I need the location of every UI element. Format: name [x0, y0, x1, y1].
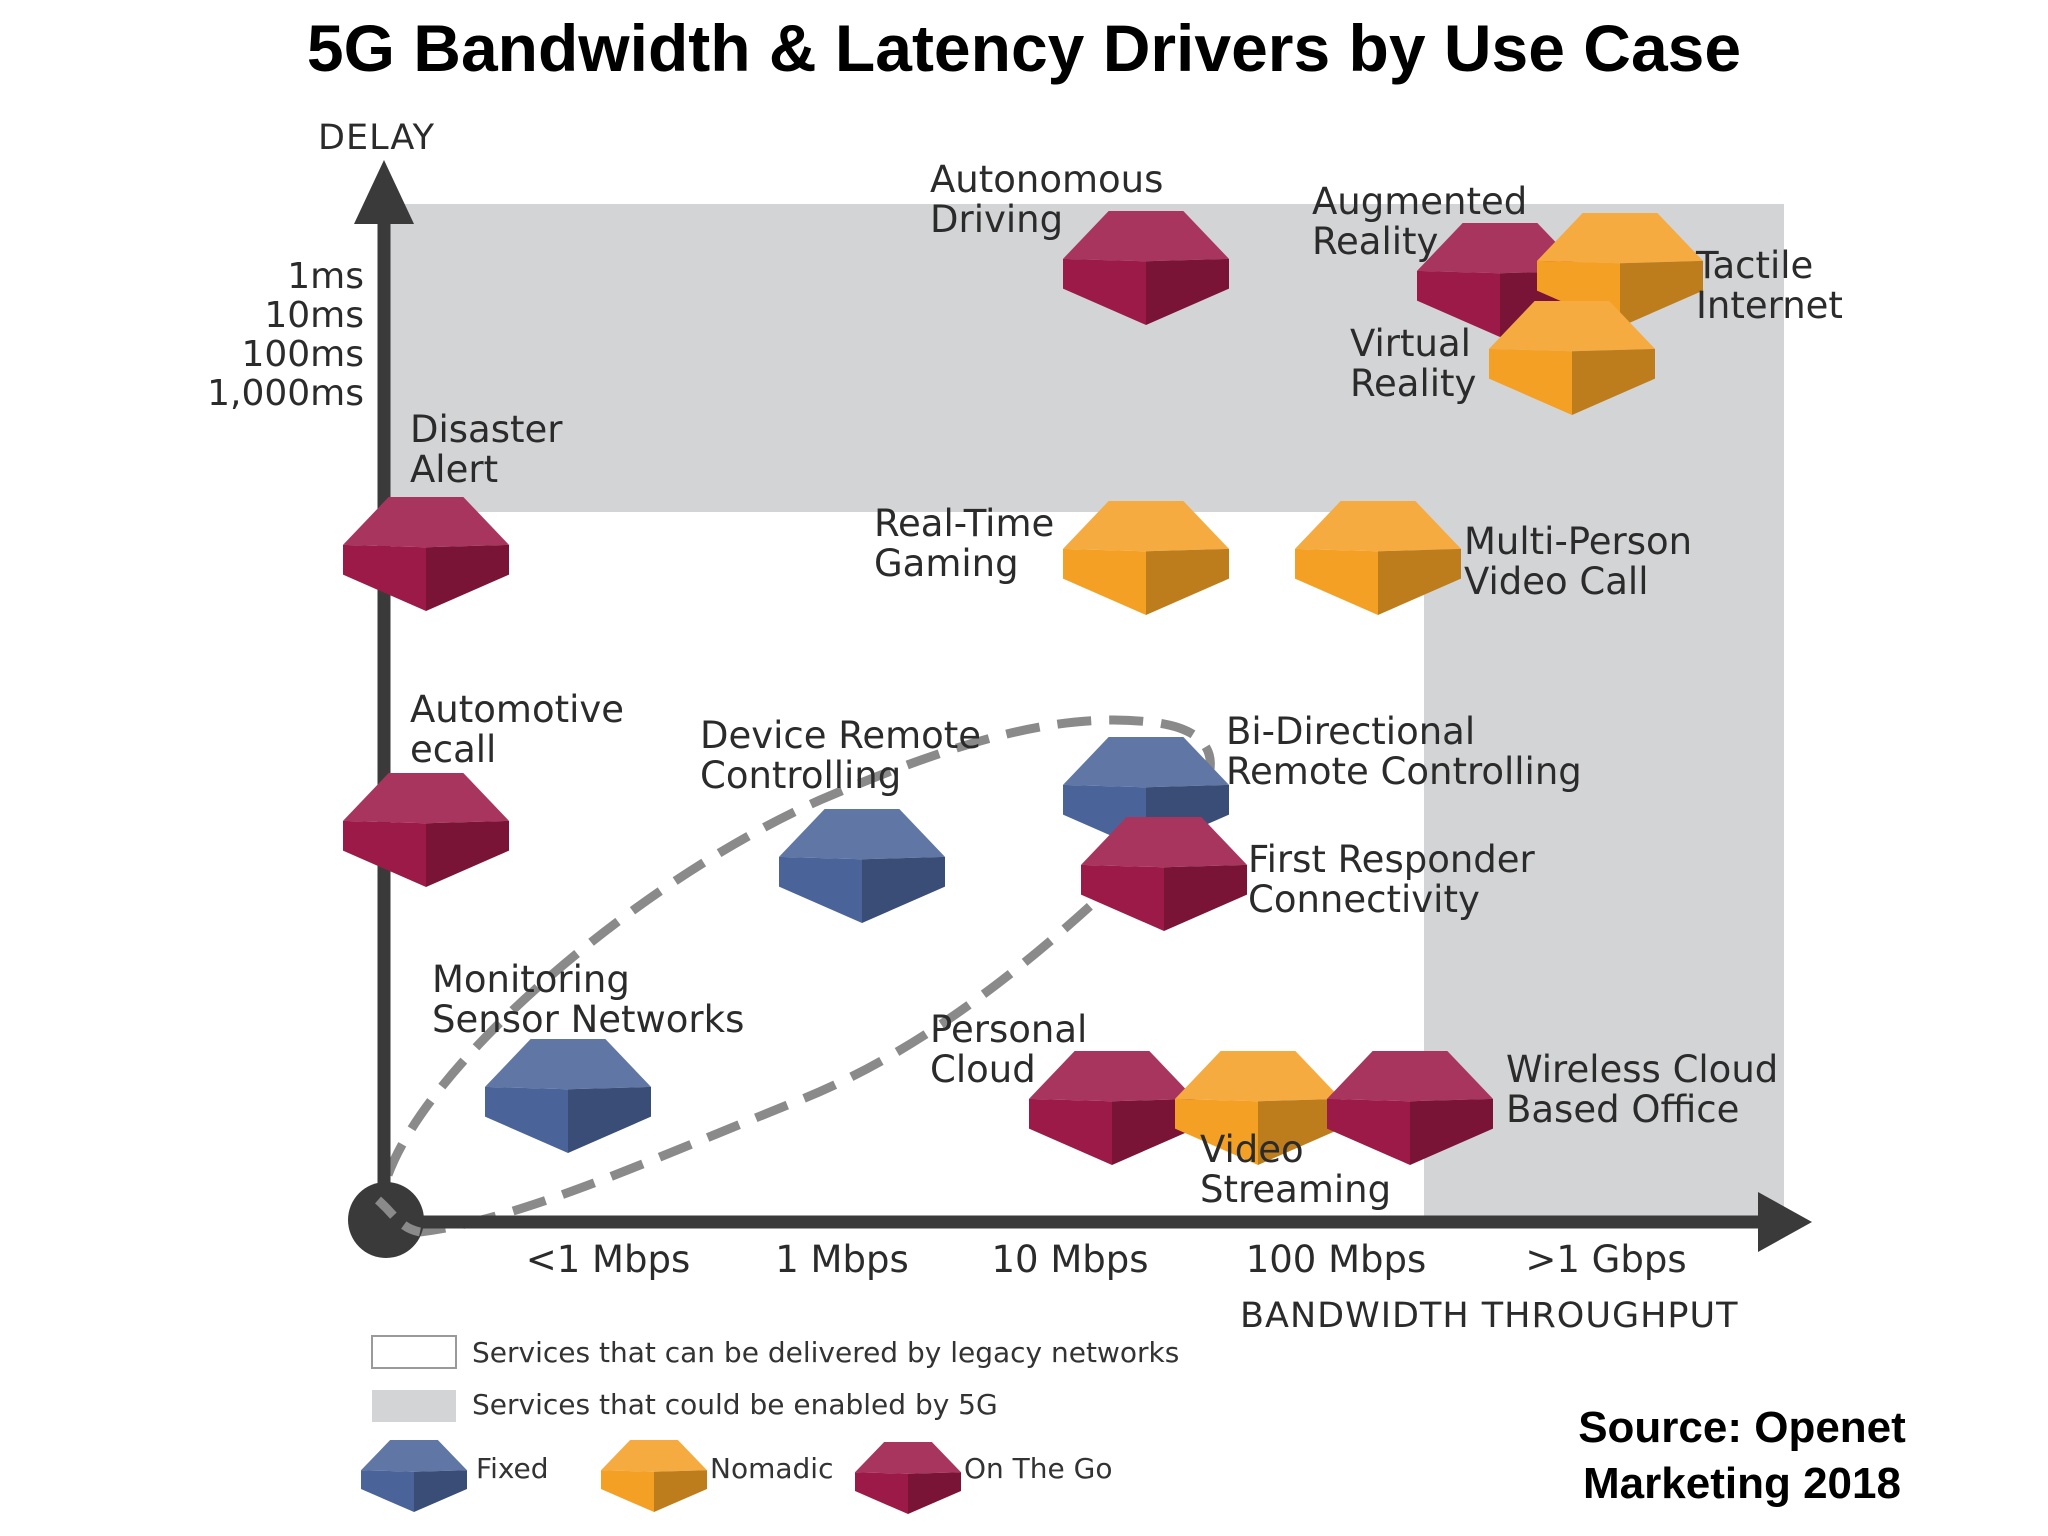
marker-real-time-gaming: [1063, 501, 1229, 615]
y-tick-1ms: 1ms: [287, 256, 364, 297]
marker-automotive-ecall: [343, 773, 509, 887]
label-monitoring-sensor-networks: Monitoring Sensor Networks: [432, 958, 745, 1041]
label-disaster-alert: Disaster Alert: [410, 408, 563, 491]
legend-enabled-5g-text: Services that could be enabled by 5G: [472, 1388, 998, 1421]
marker-personal-cloud: [1029, 1051, 1195, 1165]
x-tick-10mbps: 10 Mbps: [991, 1238, 1149, 1281]
label-multi-person-video-call: Multi-Person Video Call: [1464, 520, 1693, 603]
y-tick-100ms: 100ms: [241, 334, 364, 375]
x-tick-100mbps: 100 Mbps: [1245, 1238, 1427, 1281]
marker-monitoring-sensor-networks: [485, 1039, 651, 1153]
label-first-responder-connectivity: First Responder Connectivity: [1248, 838, 1535, 921]
marker-multi-person-video-call: [1295, 501, 1461, 615]
legacy-boundary-dashed-origin: [374, 1196, 422, 1237]
label-autonomous-driving: Autonomous Driving: [930, 158, 1164, 241]
legend-on-the-go-text: On The Go: [964, 1452, 1113, 1485]
marker-autonomous-driving: [1063, 211, 1229, 325]
chart-title: 5G Bandwidth & Latency Drivers by Use Ca…: [306, 11, 1742, 85]
y-tick-10ms: 10ms: [264, 295, 364, 336]
x-axis-arrow: [1758, 1192, 1812, 1252]
legend-nomadic-text: Nomadic: [710, 1452, 834, 1485]
marker-disaster-alert: [343, 497, 509, 611]
label-automotive-ecall: Automotive ecall: [410, 688, 625, 771]
label-personal-cloud: Personal Cloud: [930, 1008, 1088, 1091]
label-device-remote-controlling: Device Remote Controlling: [700, 714, 982, 797]
label-augmented-reality: Augmented Reality: [1312, 180, 1528, 263]
y-tick-1000ms: 1,000ms: [207, 373, 364, 414]
y-axis-name: DELAY: [318, 118, 435, 158]
source-note: Source: Openet Marketing 2018: [1578, 1403, 1906, 1508]
marker-first-responder-connectivity: [1081, 817, 1247, 931]
marker-device-remote-controlling: [779, 809, 945, 923]
legend-marker-fixed: [361, 1440, 467, 1512]
x-axis-name: BANDWIDTH THROUGHPUT: [1240, 1296, 1739, 1336]
y-axis-arrow: [354, 160, 414, 224]
legend-marker-nomadic: [601, 1440, 707, 1512]
legend-swatch-enabled-5g: [372, 1390, 456, 1422]
marker-wireless-cloud-based-office: [1327, 1051, 1493, 1165]
legend-fixed-text: Fixed: [476, 1452, 549, 1485]
label-bi-directional-remote-controlling: Bi-Directional Remote Controlling: [1226, 710, 1582, 793]
legend-legacy-text: Services that can be delivered by legacy…: [472, 1336, 1180, 1369]
label-video-streaming: Video Streaming: [1200, 1128, 1392, 1211]
marker-video-streaming: [1175, 1051, 1341, 1165]
legend-marker-on-the-go: [855, 1442, 961, 1514]
legend-swatch-legacy: [371, 1335, 457, 1369]
region-enabled-by-5g: [388, 204, 1784, 1225]
label-virtual-reality: Virtual Reality: [1350, 322, 1477, 405]
label-tactile-internet: Tactile Internet: [1696, 244, 1843, 327]
x-tick-lt-1mbps: <1 Mbps: [525, 1238, 691, 1281]
marker-virtual-reality: [1489, 301, 1655, 415]
legacy-boundary-dashed-outer: [383, 715, 1215, 1237]
label-real-time-gaming: Real-Time Gaming: [874, 502, 1055, 585]
x-tick-1mbps: 1 Mbps: [775, 1238, 909, 1281]
x-tick-gt-1gbps: >1 Gbps: [1525, 1238, 1687, 1281]
axis-origin-dot: [348, 1182, 424, 1258]
label-wireless-cloud-based-office: Wireless Cloud Based Office: [1506, 1048, 1779, 1131]
